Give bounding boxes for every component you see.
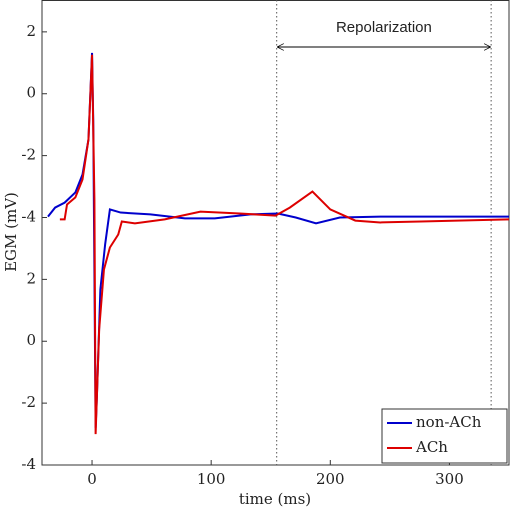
plot-frame xyxy=(41,0,510,466)
legend-label: non-ACh xyxy=(416,413,482,431)
y-tick-label: 0 xyxy=(26,331,36,349)
series-line xyxy=(59,54,510,435)
x-tick-label: 0 xyxy=(87,470,97,488)
y-tick-label: -4 xyxy=(21,207,36,225)
x-axis-label: time (ms) xyxy=(239,490,311,508)
legend-label: ACh xyxy=(415,438,448,456)
y-tick-label: 2 xyxy=(26,269,36,287)
x-tick-label: 300 xyxy=(435,470,464,488)
y-tick-label: 0 xyxy=(26,84,36,102)
series-line xyxy=(47,52,509,428)
x-tick-label: 100 xyxy=(197,470,226,488)
y-tick-label: -2 xyxy=(21,146,36,164)
legend-box xyxy=(381,408,508,464)
y-tick-label: -2 xyxy=(21,393,36,411)
annotation: Repolarization xyxy=(336,19,432,36)
x-tick-label: 200 xyxy=(316,470,345,488)
y-tick-label: -4 xyxy=(21,455,36,473)
y-axis-label: EGM (mV) xyxy=(2,192,20,272)
y-tick-label: 2 xyxy=(26,22,36,40)
